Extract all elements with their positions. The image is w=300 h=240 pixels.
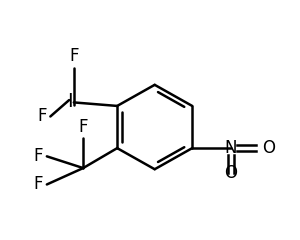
Text: F: F — [34, 175, 43, 193]
Text: O: O — [224, 164, 237, 182]
Text: N: N — [225, 139, 237, 157]
Text: F: F — [78, 118, 88, 136]
Text: O: O — [262, 139, 275, 157]
Text: F: F — [69, 47, 79, 65]
Text: I: I — [67, 92, 73, 111]
Text: F: F — [34, 147, 43, 165]
Text: F: F — [37, 108, 47, 126]
